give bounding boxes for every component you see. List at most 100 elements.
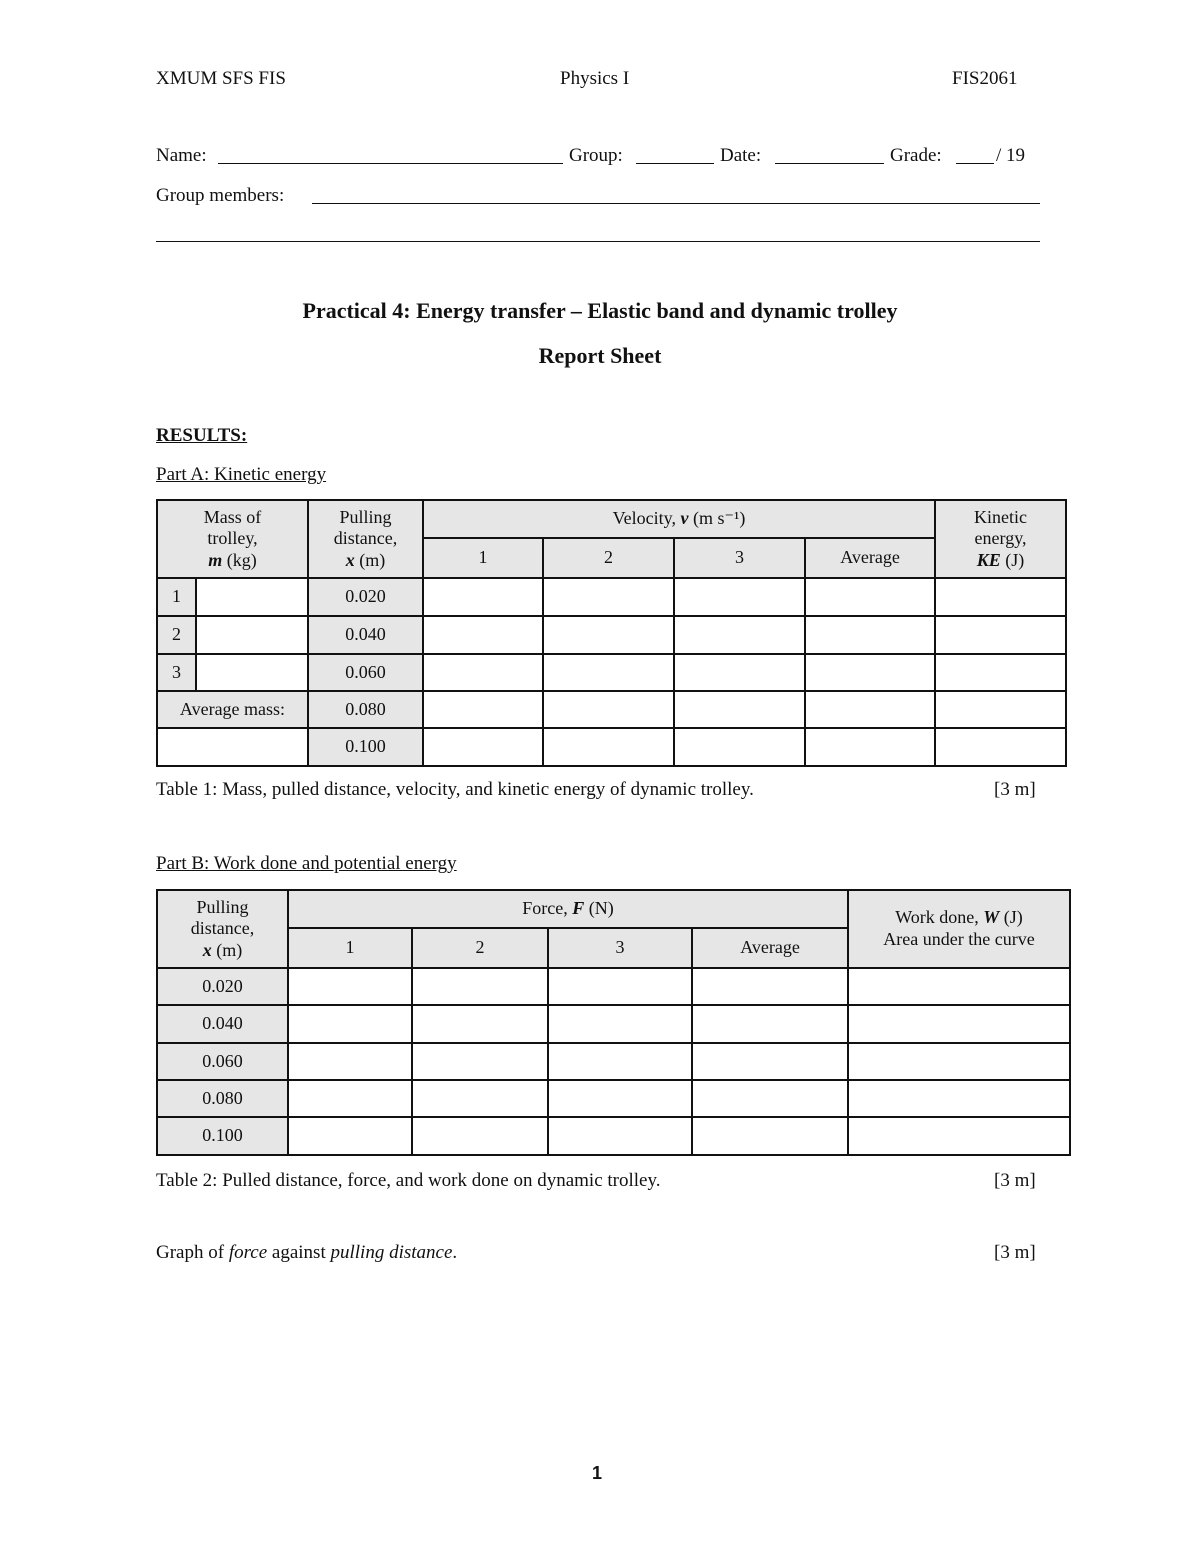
pull-header: Pulling distance, x (m) xyxy=(156,889,289,969)
mass-header: Mass of trolley, m (kg) xyxy=(156,499,309,579)
table-row: 0.040 xyxy=(156,1004,1071,1044)
cell[interactable] xyxy=(287,967,413,1006)
force-header: Force, F (N) xyxy=(287,889,849,929)
cell[interactable] xyxy=(691,1042,849,1081)
table-row: 3 0.060 xyxy=(156,653,1068,692)
cell[interactable] xyxy=(673,577,806,617)
results-heading: RESULTS: xyxy=(156,425,248,446)
cell[interactable] xyxy=(691,1004,849,1044)
cell[interactable] xyxy=(287,1004,413,1044)
cell[interactable] xyxy=(547,1116,693,1156)
trial-2-header: 2 xyxy=(542,537,675,579)
cell[interactable] xyxy=(934,727,1068,767)
cell[interactable] xyxy=(287,1042,413,1081)
cell[interactable] xyxy=(847,1004,1071,1044)
group-field[interactable] xyxy=(636,163,714,164)
average-mass-cell[interactable] xyxy=(156,727,309,767)
cell[interactable] xyxy=(422,727,544,767)
cell[interactable] xyxy=(847,1079,1071,1118)
distance-cell: 0.020 xyxy=(307,577,424,617)
cell[interactable] xyxy=(422,690,544,729)
cell[interactable] xyxy=(542,690,675,729)
mass-cell[interactable] xyxy=(195,577,309,617)
table-2-marks: [3 m] xyxy=(994,1170,1036,1191)
table-row: Average mass: 0.080 xyxy=(156,690,1068,729)
cell[interactable] xyxy=(673,653,806,692)
cell[interactable] xyxy=(691,967,849,1006)
cell[interactable] xyxy=(934,577,1068,617)
row-number: 2 xyxy=(156,615,197,655)
average-mass-label: Average mass: xyxy=(156,690,309,729)
cell[interactable] xyxy=(673,690,806,729)
cell[interactable] xyxy=(847,967,1071,1006)
table-row: 0.060 xyxy=(156,1042,1071,1081)
cell[interactable] xyxy=(542,653,675,692)
part-a-heading: Part A: Kinetic energy xyxy=(156,464,327,485)
cell[interactable] xyxy=(673,615,806,655)
mass-cell[interactable] xyxy=(195,615,309,655)
row-number: 1 xyxy=(156,577,197,617)
cell[interactable] xyxy=(422,615,544,655)
cell[interactable] xyxy=(934,653,1068,692)
cell[interactable] xyxy=(691,1079,849,1118)
distance-cell: 0.080 xyxy=(156,1079,289,1118)
part-b-heading: Part B: Work done and potential energy xyxy=(156,853,457,874)
cell[interactable] xyxy=(934,615,1068,655)
grade-label: Grade: xyxy=(890,145,942,166)
name-field[interactable] xyxy=(218,163,563,164)
average-header: Average xyxy=(803,537,937,579)
date-label: Date: xyxy=(720,145,762,166)
trial-3-header: 3 xyxy=(673,537,806,579)
distance-cell: 0.060 xyxy=(156,1042,289,1081)
cell[interactable] xyxy=(673,727,806,767)
table-2: Pulling distance, x (m) Force, F (N) Work … xyxy=(156,889,1071,1156)
table-row: 0.100 xyxy=(156,727,1068,767)
date-field[interactable] xyxy=(775,163,884,164)
cell[interactable] xyxy=(691,1116,849,1156)
group-members-field-2[interactable] xyxy=(156,241,1040,242)
distance-cell: 0.040 xyxy=(307,615,424,655)
cell[interactable] xyxy=(803,690,937,729)
table-1: Mass of trolley, m (kg) Pulling distance, x … xyxy=(156,499,1068,767)
table-row: 0.080 xyxy=(156,1079,1071,1118)
cell[interactable] xyxy=(934,690,1068,729)
grade-total: / 19 xyxy=(996,145,1026,166)
cell[interactable] xyxy=(542,727,675,767)
cell[interactable] xyxy=(411,1004,549,1044)
table-row: 1 0.020 xyxy=(156,577,1068,617)
cell[interactable] xyxy=(287,1116,413,1156)
page-subtitle: Report Sheet xyxy=(538,343,662,368)
page-number: 1 xyxy=(592,1463,603,1483)
cell[interactable] xyxy=(287,1079,413,1118)
cell[interactable] xyxy=(547,1079,693,1118)
cell[interactable] xyxy=(542,577,675,617)
distance-cell: 0.100 xyxy=(307,727,424,767)
distance-cell: 0.080 xyxy=(307,690,424,729)
cell[interactable] xyxy=(803,615,937,655)
trial-1-header: 1 xyxy=(287,927,413,969)
cell[interactable] xyxy=(803,577,937,617)
cell[interactable] xyxy=(547,967,693,1006)
group-members-field[interactable] xyxy=(312,203,1040,204)
cell[interactable] xyxy=(411,1079,549,1118)
cell[interactable] xyxy=(803,653,937,692)
graph-marks: [3 m] xyxy=(994,1242,1036,1263)
velocity-header: Velocity, v (m s⁻¹) xyxy=(421,499,937,539)
pull-header: Pulling distance, x (m) xyxy=(307,499,424,579)
cell[interactable] xyxy=(547,1004,693,1044)
header-left: XMUM SFS FIS xyxy=(156,68,286,89)
trial-2-header: 2 xyxy=(411,927,549,969)
grade-field[interactable] xyxy=(956,163,994,164)
cell[interactable] xyxy=(547,1042,693,1081)
cell[interactable] xyxy=(411,1116,549,1156)
cell[interactable] xyxy=(422,653,544,692)
cell[interactable] xyxy=(422,577,544,617)
cell[interactable] xyxy=(847,1042,1071,1081)
cell[interactable] xyxy=(542,615,675,655)
mass-cell[interactable] xyxy=(195,653,309,692)
distance-cell: 0.100 xyxy=(156,1116,289,1156)
cell[interactable] xyxy=(847,1116,1071,1156)
cell[interactable] xyxy=(803,727,937,767)
cell[interactable] xyxy=(411,1042,549,1081)
cell[interactable] xyxy=(411,967,549,1006)
